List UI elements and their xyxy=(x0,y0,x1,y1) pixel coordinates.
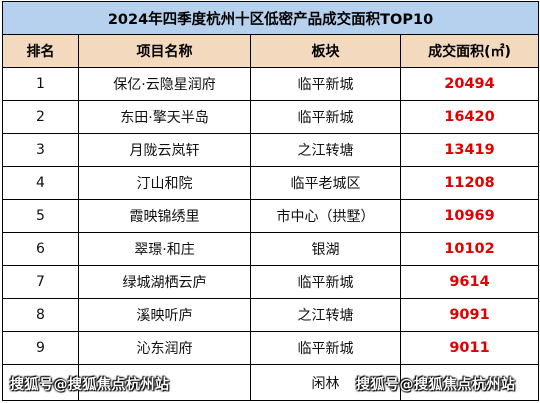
table-row: 8 溪映听庐 之江转塘 9091 xyxy=(2,298,540,332)
table-row: 5 霞映锦绣里 市中心（拱墅） 10969 xyxy=(2,199,540,233)
project-cell: 汀山和院 xyxy=(78,166,251,200)
project-cell: 绿城湖栖云庐 xyxy=(78,265,251,299)
header-area: 成交面积(㎡) xyxy=(399,34,540,68)
project-cell xyxy=(78,364,251,401)
rank-cell: 8 xyxy=(2,298,79,332)
table-row: 2 东田·擎天半岛 临平新城 16420 xyxy=(2,100,540,134)
area-cell: 16420 xyxy=(399,100,540,134)
rank-cell: 2 xyxy=(2,100,79,134)
block-cell: 市中心（拱墅） xyxy=(250,199,401,233)
header-rank: 排名 xyxy=(2,34,79,68)
block-cell: 临平老城区 xyxy=(250,166,401,200)
header-row: 排名 项目名称 板块 成交面积(㎡) xyxy=(2,34,540,68)
project-cell: 东田·擎天半岛 xyxy=(78,100,251,134)
table-row: 闲林 xyxy=(2,364,540,401)
project-cell: 保亿·云隐星润府 xyxy=(78,67,251,101)
project-cell: 沁东润府 xyxy=(78,331,251,365)
table-row: 1 保亿·云隐星润府 临平新城 20494 xyxy=(2,67,540,101)
area-cell: 11208 xyxy=(399,166,540,200)
block-cell: 临平新城 xyxy=(250,67,401,101)
table-title: 2024年四季度杭州十区低密产品成交面积TOP10 xyxy=(1,1,540,35)
block-cell: 银湖 xyxy=(250,232,401,266)
table-row: 6 翠璟·和庄 银湖 10102 xyxy=(2,232,540,266)
area-cell: 9011 xyxy=(399,331,540,365)
block-cell: 之江转塘 xyxy=(250,298,401,332)
block-cell: 临平新城 xyxy=(250,265,401,299)
table-row: 3 月陇云岚轩 之江转塘 13419 xyxy=(2,133,540,167)
rank-cell: 6 xyxy=(2,232,79,266)
block-cell: 临平新城 xyxy=(250,331,401,365)
rank-cell: 1 xyxy=(2,67,79,101)
block-cell: 之江转塘 xyxy=(250,133,401,167)
area-cell: 20494 xyxy=(399,67,540,101)
header-project: 项目名称 xyxy=(78,34,251,68)
area-cell: 9614 xyxy=(399,265,540,299)
rank-cell: 5 xyxy=(2,199,79,233)
area-cell xyxy=(399,364,540,401)
header-block: 板块 xyxy=(250,34,401,68)
watermark-right: 搜狐号@搜狐焦点杭州站 xyxy=(356,377,516,393)
block-cell: 临平新城 xyxy=(250,100,401,134)
rank-cell xyxy=(2,364,79,401)
watermark-left: 搜狐号@搜狐焦点杭州站 xyxy=(10,377,170,393)
rank-cell: 4 xyxy=(2,166,79,200)
table-row: 4 汀山和院 临平老城区 11208 xyxy=(2,166,540,200)
project-cell: 霞映锦绣里 xyxy=(78,199,251,233)
rank-cell: 9 xyxy=(2,331,79,365)
area-cell: 9091 xyxy=(399,298,540,332)
title-row: 2024年四季度杭州十区低密产品成交面积TOP10 xyxy=(1,1,540,35)
table-row: 7 绿城湖栖云庐 临平新城 9614 xyxy=(2,265,540,299)
area-cell: 13419 xyxy=(399,133,540,167)
table-row: 9 沁东润府 临平新城 9011 xyxy=(2,331,540,365)
rank-cell: 3 xyxy=(2,133,79,167)
area-cell: 10102 xyxy=(399,232,540,266)
project-cell: 溪映听庐 xyxy=(78,298,251,332)
area-cell: 10969 xyxy=(399,199,540,233)
block-cell: 闲林 xyxy=(250,364,401,401)
project-cell: 翠璟·和庄 xyxy=(78,232,251,266)
rank-cell: 7 xyxy=(2,265,79,299)
project-cell: 月陇云岚轩 xyxy=(78,133,251,167)
